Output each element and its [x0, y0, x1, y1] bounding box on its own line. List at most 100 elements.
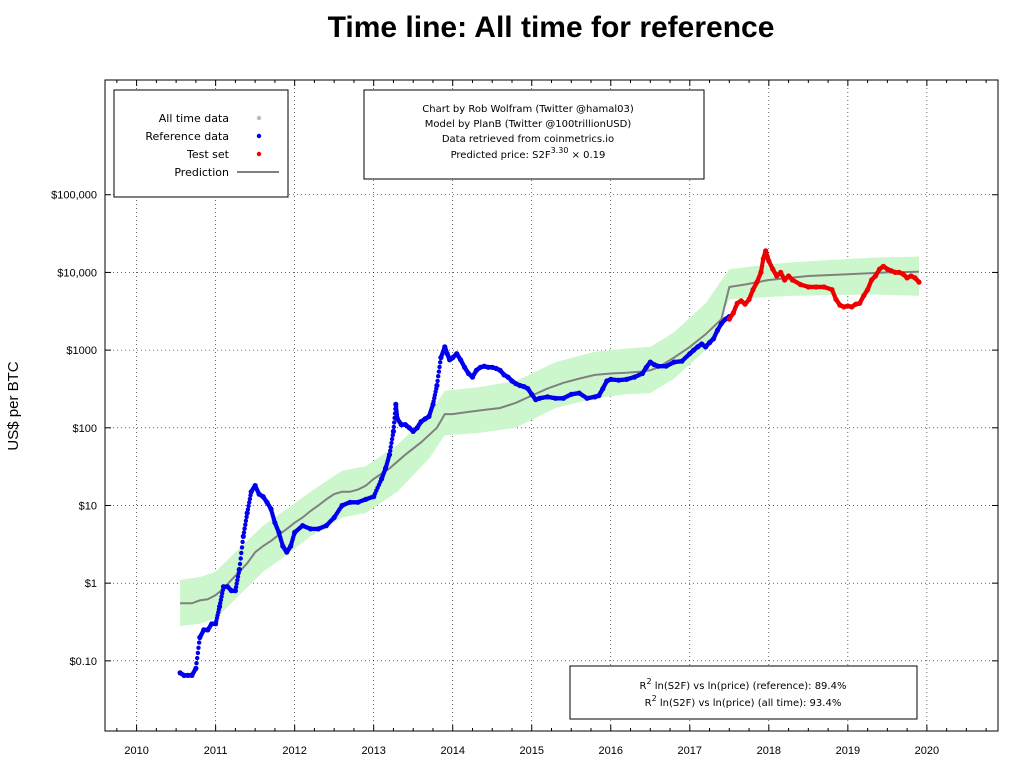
- point-reference-data: [235, 577, 240, 583]
- point-reference-data: [389, 440, 394, 446]
- stats-line-reference: R2 ln(S2F) vs ln(price) (reference): 89.…: [640, 677, 847, 692]
- x-tick-label: 2016: [599, 745, 623, 757]
- point-reference-data: [240, 533, 246, 540]
- point-reference-data: [247, 496, 253, 502]
- point-reference-data: [392, 420, 397, 425]
- y-tick-label: $100: [73, 423, 97, 435]
- point-reference-data: [434, 382, 440, 389]
- prediction-band-area: [180, 256, 920, 627]
- x-tick-label: 2012: [282, 745, 306, 757]
- legend-marker-reference: [256, 133, 262, 139]
- point-reference-data: [436, 369, 442, 374]
- point-reference-data: [243, 518, 249, 523]
- point-reference-data: [232, 588, 238, 594]
- x-tick-label: 2010: [124, 745, 148, 757]
- point-reference-data: [247, 500, 252, 505]
- point-reference-data: [244, 514, 249, 520]
- point-reference-data: [220, 591, 225, 596]
- y-tick-label: $0.10: [69, 656, 97, 668]
- point-reference-data: [437, 364, 442, 370]
- point-reference-data: [391, 424, 396, 430]
- legend-box: [113, 89, 289, 198]
- grid-lines: [105, 80, 998, 731]
- legend-label-test-set: Test set: [186, 148, 230, 161]
- point-reference-data: [244, 510, 250, 516]
- x-tick-label: 2018: [757, 745, 781, 757]
- stats-sup-2: 2: [652, 694, 657, 703]
- point-reference-data: [233, 585, 239, 590]
- point-reference-data: [236, 566, 242, 573]
- legend-marker-test-set: [256, 151, 262, 157]
- legend-label-all-time: All time data: [159, 112, 229, 125]
- stats-box: R2 ln(S2F) vs ln(price) (reference): 89.…: [569, 665, 918, 720]
- series-test-set: [726, 248, 922, 322]
- y-tick-label: $100,000: [51, 190, 97, 202]
- point-reference-data: [390, 433, 395, 438]
- point-reference-data: [388, 448, 393, 453]
- point-reference-data: [438, 360, 443, 365]
- formula-suffix: × 0.19: [568, 150, 605, 161]
- point-reference-data: [218, 597, 224, 603]
- x-tick-label: 2013: [361, 745, 385, 757]
- point-reference-data: [193, 665, 199, 672]
- point-reference-data: [195, 655, 200, 661]
- point-reference-data: [239, 545, 245, 550]
- prediction-line: [180, 270, 920, 605]
- point-reference-data: [435, 378, 440, 384]
- series-reference-data: [177, 314, 732, 679]
- formula-exponent: 3.30: [551, 146, 569, 155]
- point-reference-data: [196, 645, 201, 650]
- x-tick-label: 2011: [204, 745, 228, 757]
- point-reference-data: [238, 556, 243, 561]
- point-reference-data: [234, 581, 239, 586]
- point-reference-data: [242, 526, 247, 531]
- x-tick-label: 2019: [836, 745, 860, 757]
- point-reference-data: [195, 650, 201, 656]
- y-axis-label: US$ per BTC: [5, 361, 22, 450]
- chart-title: Time line: All time for reference: [328, 11, 775, 44]
- point-reference-data: [386, 452, 393, 458]
- data-points: [177, 248, 922, 679]
- point-reference-data: [390, 428, 396, 434]
- y-tick-label: $10,000: [57, 267, 97, 279]
- prediction-band: [180, 256, 920, 627]
- stats-text-1: ln(S2F) vs ln(price) (reference): 89.4%: [652, 681, 847, 692]
- point-reference-data: [245, 507, 251, 512]
- point-reference-data: [218, 601, 223, 606]
- point-reference-data: [235, 574, 241, 579]
- legend-label-prediction: Prediction: [174, 166, 229, 179]
- point-reference-data: [237, 561, 243, 567]
- point-reference-data: [241, 530, 247, 535]
- y-tick-label: $10: [79, 500, 97, 512]
- y-tick-label: $1000: [66, 345, 97, 357]
- point-reference-data: [219, 594, 224, 599]
- credit-line-data: Data retrieved from coinmetrics.io: [442, 134, 614, 145]
- point-reference-data: [388, 444, 393, 450]
- legend: All time data Reference data Test set Pr…: [113, 89, 289, 198]
- credit-line-model: Model by PlanB (Twitter @100trillionUSD): [425, 119, 632, 130]
- formula-line: Predicted price: S2F3.30 × 0.19: [451, 146, 606, 161]
- x-tick-label: 2015: [520, 745, 544, 757]
- point-reference-data: [240, 539, 245, 545]
- stats-r-2: R: [645, 698, 652, 709]
- y-tick-label: $1: [85, 578, 97, 590]
- axis-ticks: 2010 2011 2012 2013 2014 2015 2016 2017 2018 2019…: [51, 80, 998, 757]
- point-reference-data: [197, 640, 202, 645]
- stats-text-2: ln(S2F) vs ln(price) (all time): 93.4%: [657, 698, 842, 709]
- point-reference-data: [243, 522, 248, 527]
- point-test-set: [916, 279, 922, 285]
- credit-box-frame: [363, 89, 705, 180]
- credit-line-chart: Chart by Rob Wolfram (Twitter @hamal03): [422, 104, 634, 115]
- legend-label-reference: Reference data: [145, 130, 229, 143]
- stats-sup-1: 2: [646, 677, 651, 686]
- point-reference-data: [194, 661, 199, 666]
- x-tick-label: 2020: [915, 745, 939, 757]
- formula-prefix: Predicted price: S2F: [451, 150, 551, 161]
- x-tick-label: 2017: [678, 745, 702, 757]
- point-reference-data: [436, 374, 441, 379]
- point-reference-data: [246, 503, 251, 509]
- credit-box: Chart by Rob Wolfram (Twitter @hamal03) …: [363, 89, 705, 180]
- point-reference-data: [389, 436, 395, 442]
- legend-marker-all-time: [256, 115, 262, 121]
